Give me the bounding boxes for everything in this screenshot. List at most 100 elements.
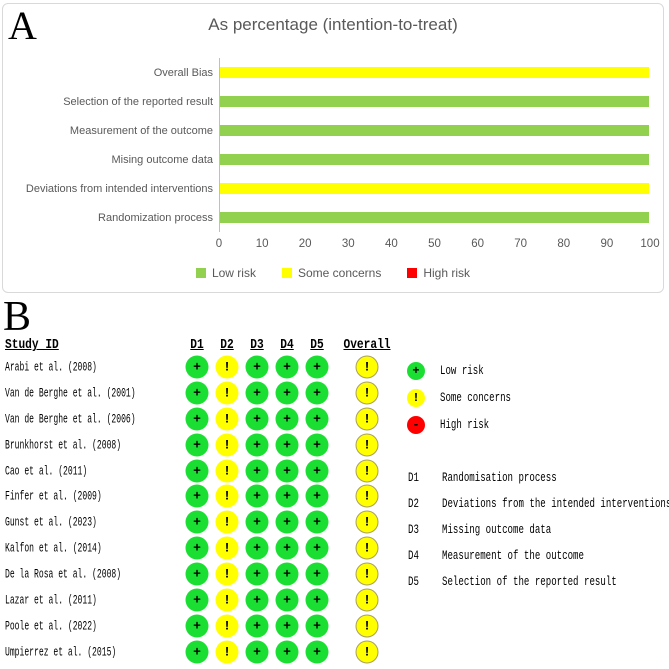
column-header: D5: [310, 337, 324, 353]
judgment-low-risk-icon: +: [245, 484, 269, 508]
domain-definition: D3 Missing outcome data: [408, 517, 669, 543]
bar: [219, 212, 649, 223]
bar-track: [219, 154, 649, 165]
domain-id-label: D2: [408, 496, 419, 512]
judgment-low-risk-icon: +: [305, 484, 329, 508]
x-axis-tick-label: 100: [640, 238, 660, 250]
legend-label: Low risk: [440, 363, 484, 378]
domain-text-label: Randomisation process: [442, 470, 557, 486]
legend-swatch-high-risk-icon: [407, 268, 418, 278]
judgment-some-concerns-icon: !: [215, 614, 239, 638]
bar-track: [219, 183, 649, 194]
chart-legend-item: High risk: [407, 266, 470, 280]
judgment-low-risk-icon: +: [275, 510, 299, 534]
judgment-low-risk-icon: +: [245, 562, 269, 586]
domain-text-label: Selection of the reported result: [442, 573, 617, 589]
chart-legend-item: Low risk: [195, 266, 256, 280]
judgment-some-concerns-icon: !: [215, 640, 239, 664]
judgment-low-risk-icon: +: [275, 640, 299, 664]
x-axis-tick-label: 70: [514, 238, 528, 250]
table-row: Gunst et al. (2023) +! + + +!: [0, 509, 669, 535]
judgment-low-risk-icon: +: [407, 361, 425, 380]
bar-track: [219, 125, 649, 136]
judgment-low-risk-icon: +: [245, 355, 269, 379]
traffic-light-header: Study ID D1 D2 D3 D4 D5 Overall: [0, 337, 669, 353]
judgment-low-risk-icon: +: [185, 614, 209, 638]
bar: [219, 154, 649, 165]
judgment-low-risk-icon: +: [185, 588, 209, 612]
bar-category-label: Selection of the reported result: [63, 95, 213, 108]
bar-track: [219, 212, 649, 223]
bar-track: [219, 67, 649, 78]
judgment-low-risk-icon: +: [275, 562, 299, 586]
x-axis-tick-label: 40: [384, 238, 398, 250]
study-id-label: De la Rosa et al. (2008): [5, 566, 122, 582]
x-axis-tick-label: 60: [471, 238, 484, 250]
study-id-label: Gunst et al. (2023): [5, 514, 97, 530]
study-id-label: Van de Berghe et al. (2001): [5, 385, 136, 401]
x-axis-tick-label: 20: [298, 238, 312, 250]
domain-definition: D2 Deviations from the intended intervent…: [408, 491, 669, 517]
study-id-label: Finfer et al. (2009): [5, 488, 102, 504]
judgment-some-concerns-icon: !: [215, 536, 239, 560]
judgment-low-risk-icon: +: [275, 536, 299, 560]
table-row: Kalfon et al. (2014) +! + + +!: [0, 535, 669, 561]
traffic-light-legend: + Low risk! Some concerns - High risk: [407, 357, 541, 438]
chart-legend-item: Some concerns: [281, 266, 382, 280]
judgment-some-concerns-icon: !: [215, 355, 239, 379]
judgment-low-risk-icon: +: [305, 433, 329, 457]
judgment-some-concerns-icon: !: [215, 588, 239, 612]
judgment-some-concerns-icon: !: [215, 459, 239, 482]
domain-definition: D5 Selection of the reported result: [408, 568, 669, 594]
judgment-some-concerns-icon: !: [407, 388, 425, 407]
study-id-label: Lazar et al. (2011): [5, 592, 97, 608]
x-axis-ticks: 0 10 20 30 40 50 60 70 80 90 100: [216, 238, 660, 252]
judgment-some-concerns-icon: !: [355, 433, 379, 457]
x-axis-tick-label: 30: [341, 238, 355, 250]
judgment-low-risk-icon: +: [185, 536, 209, 560]
judgment-low-risk-icon: +: [275, 381, 299, 405]
bar-category-label: Overall Bias: [153, 66, 213, 79]
table-row: Arabi et al. (2008) +! + + +!: [0, 354, 669, 380]
bar-category-label: Mising outcome data: [111, 153, 214, 166]
study-id-label: Kalfon et al. (2014): [5, 540, 102, 556]
judgment-some-concerns-icon: !: [215, 433, 239, 457]
judgment-low-risk-icon: +: [275, 614, 299, 638]
judgment-some-concerns-icon: !: [355, 536, 379, 560]
judgment-some-concerns-icon: !: [355, 510, 379, 534]
chart-title: As percentage (intention-to-treat): [208, 15, 458, 34]
domain-id-label: D1: [408, 470, 419, 486]
judgment-low-risk-icon: +: [245, 614, 269, 638]
domain-text-label: Deviations from the intended interventio…: [442, 496, 669, 512]
judgment-low-risk-icon: +: [305, 588, 329, 612]
chart-legend-label: Low risk: [211, 266, 256, 280]
chart-legend: Low risk Some concerns High risk: [3, 266, 663, 280]
judgment-low-risk-icon: +: [185, 407, 209, 431]
chart-legend-label: Some concerns: [297, 266, 382, 280]
domain-text-label: Measurement of the outcome: [442, 547, 584, 563]
legend-item: - High risk: [407, 411, 541, 438]
column-header: Study ID: [5, 337, 59, 353]
judgment-low-risk-icon: +: [305, 407, 329, 431]
judgment-low-risk-icon: +: [245, 536, 269, 560]
table-row: Poole et al. (2022) +! + + +!: [0, 613, 669, 639]
bar-row: Selection of the reported result: [3, 87, 663, 116]
judgment-low-risk-icon: +: [245, 459, 269, 482]
judgment-low-risk-icon: +: [185, 381, 209, 405]
judgment-some-concerns-icon: !: [215, 381, 239, 405]
judgment-low-risk-icon: +: [245, 588, 269, 612]
judgment-low-risk-icon: +: [245, 433, 269, 457]
judgment-low-risk-icon: +: [305, 640, 329, 664]
panel-b-label: B: [3, 294, 32, 340]
table-row: Umpierrez et al. (2015) +! + + +!: [0, 639, 669, 665]
x-axis-tick-label: 50: [428, 238, 441, 250]
study-id-label: Cao et al. (2011): [5, 463, 88, 478]
bar: [219, 125, 649, 136]
judgment-low-risk-icon: +: [275, 433, 299, 457]
table-row: Finfer et al. (2009) +! + + +!: [0, 483, 669, 509]
table-row: Cao et al. (2011) +! + + +!: [0, 458, 669, 484]
column-header: D3: [250, 337, 264, 353]
panel-a: A As percentage (intention-to-treat) Ove…: [2, 3, 664, 293]
table-row: Brunkhorst et al. (2008) +! + + +!: [0, 432, 669, 458]
x-axis-tick-label: 90: [600, 238, 614, 250]
